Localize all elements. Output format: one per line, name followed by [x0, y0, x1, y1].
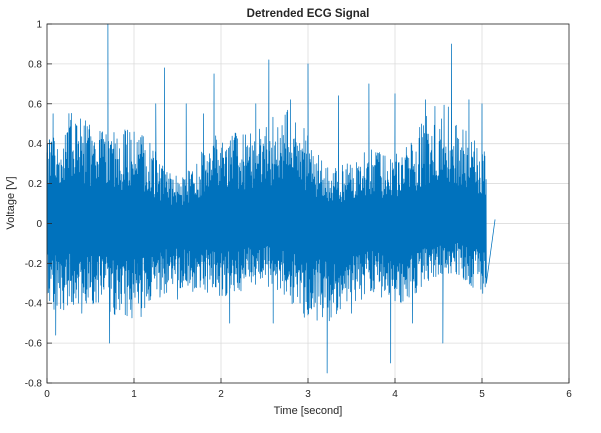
data-point: [307, 63, 309, 65]
data-point: [155, 103, 157, 105]
x-tick-label: 5: [479, 389, 485, 400]
data-point: [71, 143, 73, 145]
chart-title: Detrended ECG Signal: [247, 8, 370, 20]
y-tick-label: -0.8: [25, 379, 43, 390]
x-tick-label: 2: [218, 389, 224, 400]
y-tick-label: 0: [36, 219, 42, 230]
data-point: [326, 372, 328, 374]
ticks: 0 1 2 3 4 5 6 -0.8 -0.6 -0.4 -0.2 0 0.2 0.4 0.6 0.8 1: [25, 20, 572, 401]
data-point: [52, 113, 54, 115]
data-point: [486, 282, 488, 284]
y-axis-label: Voltage [V]: [5, 176, 17, 229]
data-point: [351, 312, 353, 314]
y-tick-label: -0.6: [25, 339, 43, 350]
data-point: [49, 139, 51, 141]
data-point: [303, 312, 305, 314]
signal-layer: [46, 23, 496, 374]
y-tick-label: 0.6: [28, 99, 42, 110]
data-point: [425, 99, 427, 101]
data-point: [272, 322, 274, 324]
ecg-signal-line: [46, 23, 496, 374]
data-point: [185, 103, 187, 105]
y-tick-label: -0.4: [25, 299, 43, 310]
data-point: [394, 93, 396, 95]
x-tick-label: 1: [131, 389, 137, 400]
y-tick-label: 0.2: [28, 179, 42, 190]
data-point: [125, 133, 127, 135]
data-point: [390, 362, 392, 364]
x-axis-label: Time [second]: [274, 405, 343, 417]
data-point: [412, 322, 414, 324]
data-point: [290, 99, 292, 101]
data-point: [177, 298, 179, 300]
data-point: [203, 113, 205, 115]
data-point: [442, 342, 444, 344]
y-tick-label: -0.2: [25, 259, 43, 270]
x-tick-label: 4: [392, 389, 398, 400]
data-point: [159, 292, 161, 294]
y-tick-label: 0.4: [28, 139, 42, 150]
x-tick-label: 3: [305, 389, 311, 400]
data-point: [451, 43, 453, 45]
data-point: [338, 95, 340, 97]
y-tick-label: 0.8: [28, 59, 42, 70]
data-point: [229, 322, 231, 324]
data-point: [164, 67, 166, 69]
data-point: [109, 342, 111, 344]
x-tick-label: 0: [44, 389, 50, 400]
data-point: [368, 83, 370, 85]
data-point: [481, 103, 483, 105]
data-point: [81, 312, 83, 314]
data-point: [55, 334, 57, 336]
data-point: [51, 203, 53, 205]
data-point: [268, 59, 270, 61]
data-point: [494, 219, 496, 221]
data-point: [213, 73, 215, 75]
data-point: [138, 302, 140, 304]
data-point: [255, 103, 257, 105]
y-tick-label: 1: [36, 20, 42, 31]
data-point: [468, 99, 470, 101]
data-point: [94, 163, 96, 165]
x-tick-label: 6: [566, 389, 572, 400]
